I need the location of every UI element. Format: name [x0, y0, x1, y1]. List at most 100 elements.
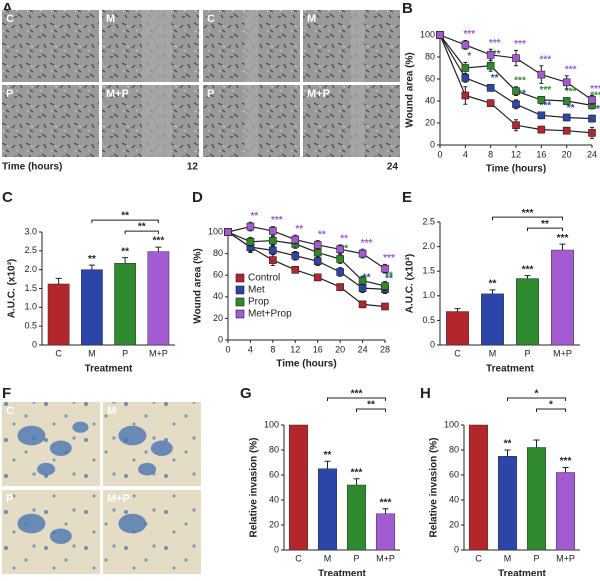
marker: [537, 111, 546, 120]
x-tick-label: P: [353, 553, 359, 563]
marker: [291, 265, 300, 274]
marker: [486, 50, 495, 59]
marker: [436, 31, 444, 39]
y-tick-label: 0: [454, 544, 459, 554]
marker: [313, 248, 322, 257]
x-tick-label: 0: [225, 344, 230, 354]
y-tick-label: 40: [449, 494, 459, 504]
y-tick-label: 20: [213, 313, 223, 323]
y-axis-label: Wound area (%): [405, 52, 416, 127]
y-tick-label: 100: [264, 419, 279, 429]
cell-cluster: [150, 440, 173, 456]
image-label: M: [106, 13, 115, 25]
bar: [555, 472, 576, 551]
bar: [114, 263, 137, 346]
image-label: M+P: [106, 88, 129, 100]
panel-letter: F: [2, 385, 11, 402]
bar: [516, 278, 539, 346]
significance: ***: [153, 236, 165, 247]
marker: [512, 54, 520, 62]
error-bar: [559, 243, 566, 251]
wound-gap: [244, 85, 259, 157]
significance: **: [491, 73, 499, 84]
y-tick-label: 80: [425, 51, 435, 61]
x-tick-label: P: [533, 553, 539, 563]
panel-letter: H: [420, 385, 431, 402]
y-tick-label: 1.5: [422, 266, 435, 276]
comparison-label: **: [138, 222, 146, 233]
marker: [381, 264, 389, 273]
significance: **: [385, 274, 393, 285]
comparison-bracket: [527, 227, 563, 232]
x-tick-label: 4: [248, 344, 253, 354]
error-bar: [122, 257, 129, 264]
marker: [336, 255, 344, 263]
comparison-bracket: [327, 397, 386, 401]
comparison-label: *: [549, 400, 553, 411]
error-bar: [524, 275, 531, 279]
y-tick-label: 1.5: [24, 283, 37, 293]
comparison-label: **: [541, 219, 549, 230]
y-tick-label: 20: [449, 519, 459, 529]
marker: [358, 300, 367, 309]
panel-letter: B: [402, 0, 413, 17]
y-tick-label: 1.0: [422, 290, 435, 300]
marker: [537, 125, 546, 134]
wound-gap: [244, 10, 259, 82]
significance: ***: [514, 89, 526, 100]
comparison-bracket: [91, 219, 159, 224]
marker: [537, 70, 546, 79]
marker: [381, 282, 389, 290]
marker: [246, 237, 255, 246]
comparison-label: ***: [522, 208, 534, 219]
marker: [269, 256, 277, 264]
comparison-label: ***: [351, 389, 363, 400]
cell-cluster: [49, 440, 72, 456]
x-tick-label: 20: [562, 149, 572, 159]
image-label: P: [6, 493, 13, 505]
x-axis-label: Time (hours): [276, 359, 336, 370]
significance: ***: [383, 253, 395, 264]
error-bar: [382, 508, 389, 514]
significance: ***: [560, 456, 572, 467]
significance: **: [363, 272, 371, 283]
error-bar: [533, 439, 540, 448]
bar: [446, 311, 469, 346]
significance: ***: [539, 85, 551, 96]
marker: [246, 222, 255, 231]
significance: ***: [489, 38, 501, 49]
time-value: 12: [187, 162, 199, 173]
error-bar: [489, 289, 496, 294]
x-tick-label: 24: [358, 344, 368, 354]
y-tick-label: 3.0: [24, 226, 37, 236]
cell-cluster: [72, 421, 89, 433]
x-tick-label: 8: [270, 344, 275, 354]
marker: [313, 241, 322, 249]
y-tick-label: 2.0: [422, 241, 435, 251]
y-tick-label: 0: [218, 334, 223, 344]
error-bar: [504, 449, 511, 457]
significance: ***: [565, 86, 577, 97]
wound-gap: [350, 85, 365, 157]
y-tick-label: 0.5: [422, 315, 435, 325]
y-tick-label: 60: [449, 469, 459, 479]
x-tick-label: C: [475, 553, 482, 563]
x-tick-label: M+P: [376, 553, 395, 563]
marker: [358, 284, 367, 292]
significance: ***: [514, 39, 526, 50]
marker: [269, 227, 277, 235]
x-tick-label: C: [295, 553, 302, 563]
marker: [537, 96, 546, 104]
significance: **: [340, 234, 348, 245]
significance: ***: [539, 54, 551, 65]
wound-gap: [141, 85, 172, 157]
panel-letter: D: [192, 189, 203, 206]
x-axis-label: Treatment: [318, 569, 366, 576]
y-tick-label: 0: [274, 544, 279, 554]
significance: ***: [489, 49, 501, 60]
significance: ***: [522, 264, 534, 275]
y-tick-label: 100: [208, 226, 223, 236]
y-tick-label: 40: [269, 494, 279, 504]
